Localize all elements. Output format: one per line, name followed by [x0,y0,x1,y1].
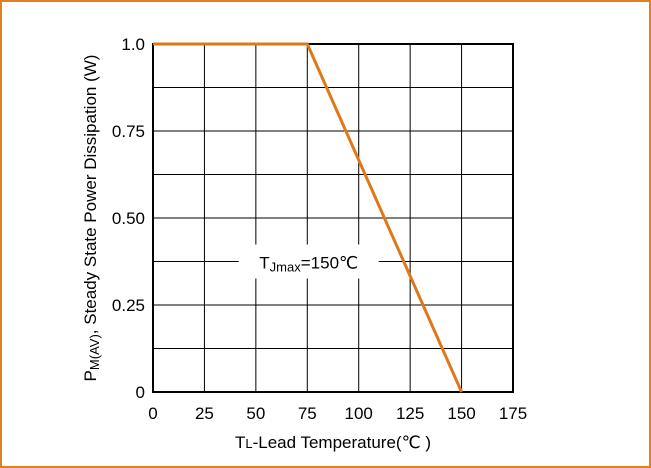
x-tick-label: 125 [396,404,424,423]
y-tick-label: 1.0 [121,35,145,54]
tick-labels: 0 25 50 75 100 125 150 175 0 0.25 0.50 0.75 1.0 [112,35,527,423]
annotation-sub: Jmax [270,260,302,275]
x-tick-label: 100 [345,404,373,423]
annotation-rest: =150℃ [301,254,358,273]
x-tick-label: 175 [499,404,527,423]
x-tick-label: 75 [298,404,317,423]
x-axis-title: TL-Lead Temperature(℃ ) [235,433,431,452]
annotation-main: T [259,254,269,273]
y-title-sub: M(AV) [87,334,102,370]
y-tick-label: 0.25 [112,296,145,315]
x-tick-label: 50 [246,404,265,423]
annotation-text: TJmax=150℃ [259,254,358,275]
series-group [153,42,463,393]
derating-curve-line [153,42,463,393]
annotation-background [238,244,379,279]
x-title-rest: -Lead Temperature(℃ ) [253,433,431,452]
y-title-main: P [81,370,100,381]
tjmax-annotation: TJmax=150℃ [238,244,379,279]
y-axis-title: PM(AV), Steady State Power Dissipation (… [81,55,102,382]
plot-box [152,43,514,393]
y-title-rest: , Steady State Power Dissipation (W) [81,55,100,335]
plot-area: 0 25 50 75 100 125 150 175 0 0.25 0.50 0.75 1.0 TJma… [112,35,527,423]
y-tick-label: 0.75 [112,122,145,141]
x-tick-label: 0 [148,404,157,423]
x-title-main: T [235,433,245,452]
x-title-sub: L [245,436,252,451]
x-tick-label: 150 [447,404,475,423]
y-tick-label: 0.50 [112,209,145,228]
x-tick-label: 25 [195,404,214,423]
y-tick-label: 0 [136,383,145,402]
